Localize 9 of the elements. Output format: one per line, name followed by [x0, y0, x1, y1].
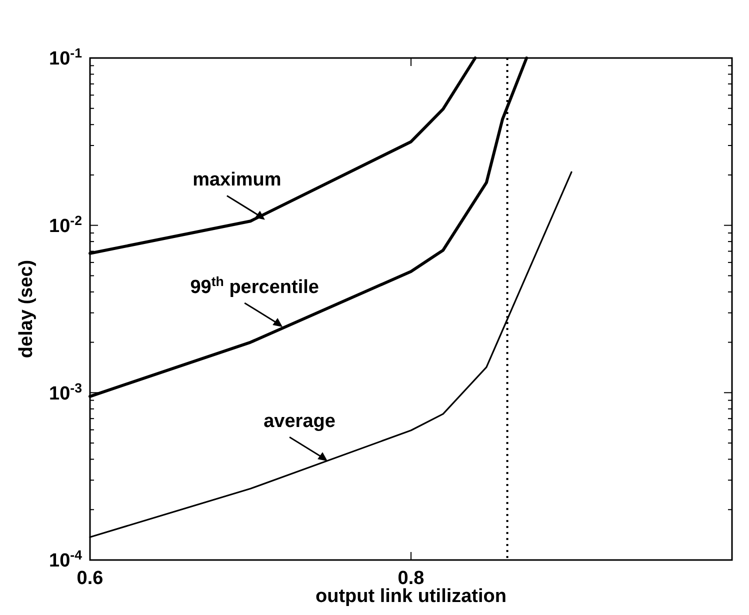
- y-tick-label: 10$^{-3}$: [49, 380, 82, 404]
- annotation: average: [264, 411, 336, 432]
- x-tick-label: 0.8: [398, 568, 424, 589]
- annotation: 99$^{th}$ percentile: [190, 273, 319, 298]
- annotation: maximum: [192, 170, 282, 191]
- y-axis-title: delay (sec): [16, 260, 37, 358]
- y-tick-label: 10$^{-1}$: [49, 45, 83, 70]
- y-tick-label: 10$^{-2}$: [49, 212, 82, 237]
- x-axis-title: output link utilization: [315, 586, 507, 607]
